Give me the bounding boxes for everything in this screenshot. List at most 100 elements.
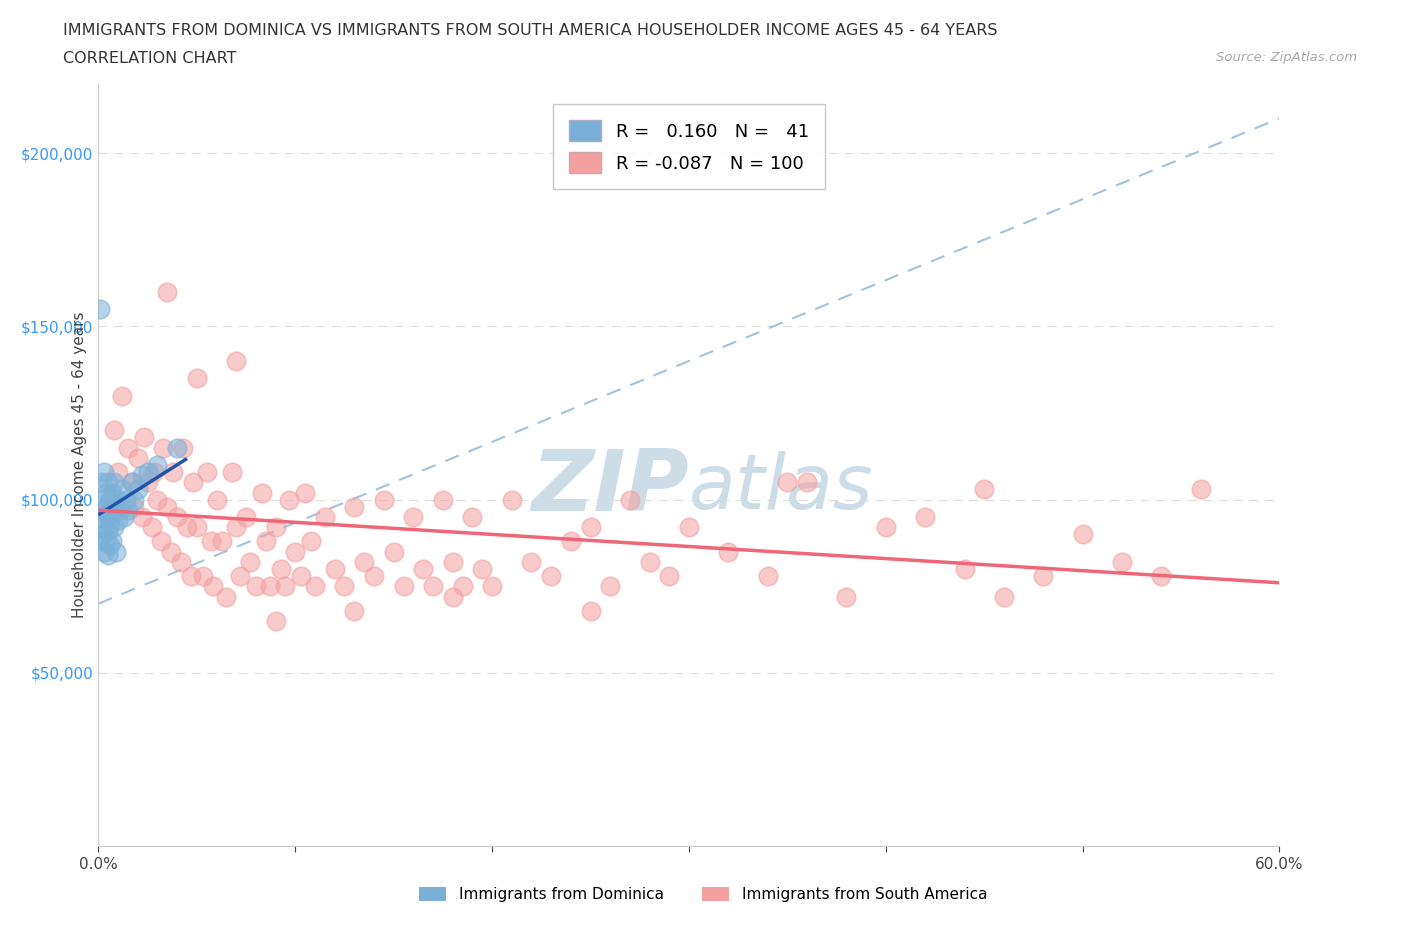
Point [107,464,129,479]
Point [122,499,145,514]
Point [131,510,153,525]
Point [105,544,128,559]
Point [259,578,281,593]
Point [162,464,184,479]
Point [166,510,188,525]
Point [264,520,287,535]
Point [103,520,125,535]
Point [96,534,118,549]
Point [201,578,224,593]
Point [392,578,415,593]
Point [363,568,385,583]
Point [658,568,681,583]
Point [91,492,114,507]
Point [98,516,121,531]
Point [314,510,336,525]
Point [278,492,301,507]
Point [176,520,198,535]
Point [579,520,602,535]
Point [1032,568,1054,583]
Point [97,475,120,490]
Point [441,554,464,569]
Point [229,568,252,583]
Text: Source: ZipAtlas.com: Source: ZipAtlas.com [1216,51,1357,64]
Point [560,534,582,549]
Point [97,510,120,525]
Point [501,492,523,507]
Point [211,534,233,549]
Point [142,464,165,479]
Point [422,578,444,593]
Point [97,548,120,563]
Point [274,578,297,593]
Point [146,492,169,507]
Point [323,562,346,577]
Point [215,590,238,604]
Point [150,534,173,549]
Point [98,492,121,507]
Point [520,554,543,569]
Point [96,485,118,500]
Point [200,534,222,549]
Point [117,502,139,517]
Text: CORRELATION CHART: CORRELATION CHART [63,51,236,66]
Point [270,562,292,577]
Point [93,464,115,479]
Point [993,590,1015,604]
Point [451,578,474,593]
Point [250,485,273,500]
Point [402,510,425,525]
Point [89,301,111,316]
Point [299,534,322,549]
Point [103,423,125,438]
Point [105,499,128,514]
Point [953,562,976,577]
Point [132,430,155,445]
Point [264,614,287,629]
Point [835,590,858,604]
Y-axis label: Householder Income Ages 45 - 64 years: Householder Income Ages 45 - 64 years [72,312,87,618]
Point [89,534,111,549]
Point [180,568,202,583]
Point [432,492,454,507]
Point [111,482,134,497]
Point [756,568,779,583]
Point [333,578,356,593]
Point [540,568,562,583]
Point [191,568,214,583]
Text: IMMIGRANTS FROM DOMINICA VS IMMIGRANTS FROM SOUTH AMERICA HOUSEHOLDER INCOME AGE: IMMIGRANTS FROM DOMINICA VS IMMIGRANTS F… [63,23,998,38]
Point [146,458,169,472]
Point [717,544,740,559]
Point [101,485,124,500]
Point [412,562,434,577]
Point [461,510,484,525]
Point [914,510,936,525]
Point [166,440,188,455]
Point [181,475,204,490]
Point [122,492,145,507]
Point [973,482,995,497]
Point [107,513,129,528]
Point [245,578,267,593]
Point [89,510,111,525]
Point [97,524,120,538]
Point [343,604,366,618]
Point [221,464,243,479]
Point [471,562,494,577]
Point [93,544,115,559]
Point [678,520,700,535]
Point [225,353,247,368]
Point [579,604,602,618]
Point [284,544,307,559]
Legend: Immigrants from Dominica, Immigrants from South America: Immigrants from Dominica, Immigrants fro… [413,881,993,909]
Point [160,544,183,559]
Point [290,568,312,583]
Text: atlas: atlas [689,451,873,525]
Point [235,510,257,525]
Point [441,590,464,604]
Point [382,544,405,559]
Point [91,520,114,535]
Point [195,464,218,479]
Point [481,578,503,593]
Point [239,554,262,569]
